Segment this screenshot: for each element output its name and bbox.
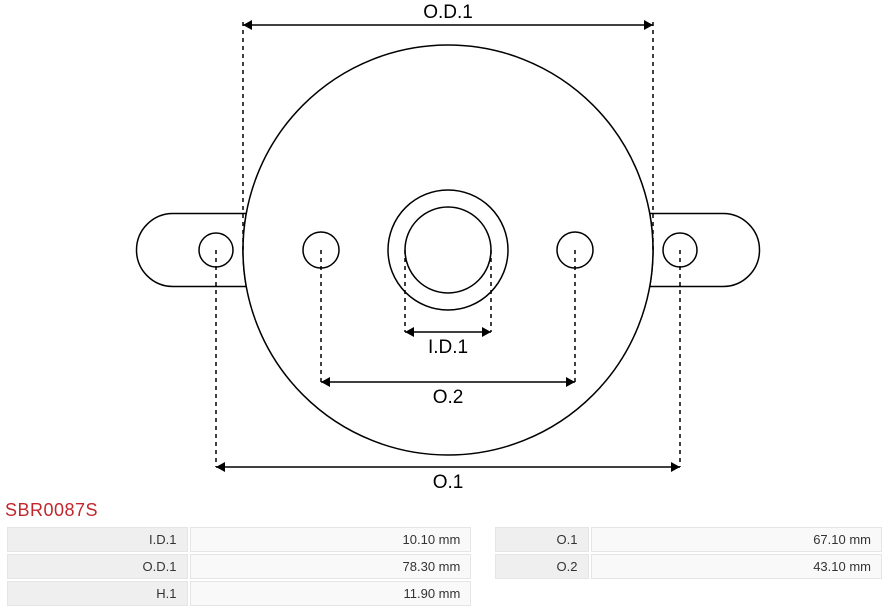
- spec-label: O.2: [495, 554, 588, 579]
- spec-label: H.1: [7, 581, 188, 606]
- svg-text:O.2: O.2: [433, 387, 464, 408]
- part-svg: O.D.1 I.D.1 O.2 O.1: [0, 0, 889, 500]
- svg-text:I.D.1: I.D.1: [428, 337, 468, 358]
- svg-text:O.1: O.1: [433, 472, 464, 493]
- spec-value: 67.10 mm: [591, 527, 882, 552]
- spec-value: 11.90 mm: [190, 581, 472, 606]
- spec-value: 10.10 mm: [190, 527, 472, 552]
- part-number-label: SBR0087S: [5, 500, 98, 521]
- table-row: I.D.110.10 mm O.167.10 mm: [7, 527, 882, 552]
- svg-text:O.D.1: O.D.1: [423, 2, 473, 23]
- spec-label: O.1: [495, 527, 588, 552]
- spec-label: I.D.1: [7, 527, 188, 552]
- technical-diagram: O.D.1 I.D.1 O.2 O.1: [0, 0, 889, 500]
- spec-value: 43.10 mm: [591, 554, 882, 579]
- spec-label: [495, 581, 588, 606]
- spec-label: O.D.1: [7, 554, 188, 579]
- table-row: H.111.90 mm: [7, 581, 882, 606]
- spec-table: I.D.110.10 mm O.167.10 mm O.D.178.30 mm O.2…: [5, 525, 884, 608]
- table-row: O.D.178.30 mm O.243.10 mm: [7, 554, 882, 579]
- spec-value: [591, 581, 882, 606]
- spec-value: 78.30 mm: [190, 554, 472, 579]
